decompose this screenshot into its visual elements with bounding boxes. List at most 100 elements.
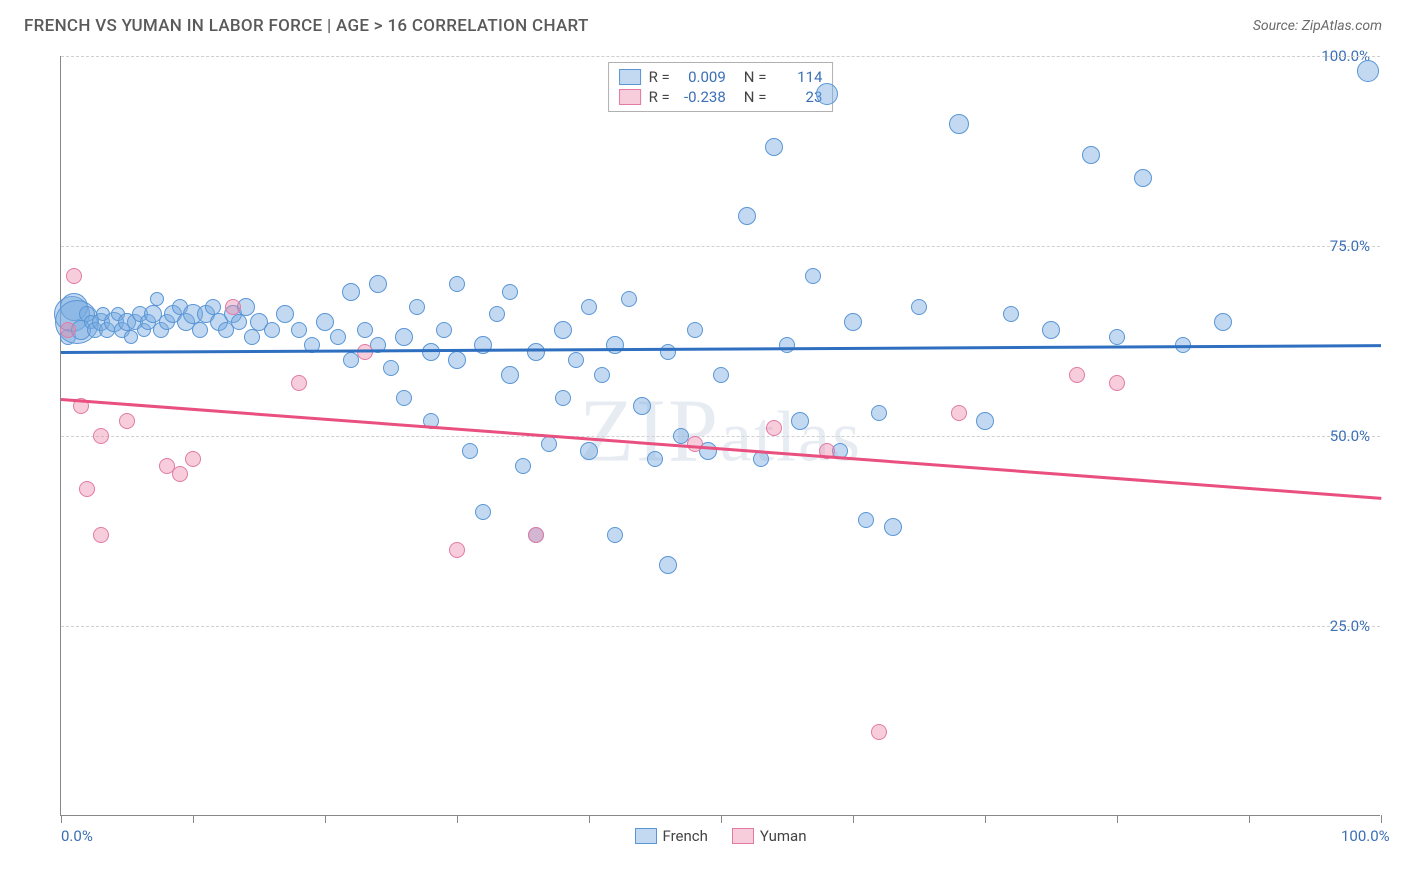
data-point bbox=[844, 313, 862, 331]
data-point bbox=[541, 436, 557, 452]
x-tick-label: 0.0% bbox=[61, 827, 93, 845]
data-point bbox=[951, 405, 967, 421]
gridline bbox=[61, 246, 1380, 247]
data-point bbox=[976, 412, 994, 430]
data-point bbox=[501, 366, 519, 384]
data-point bbox=[1109, 375, 1125, 391]
data-point bbox=[409, 299, 425, 315]
data-point bbox=[687, 436, 703, 452]
legend-swatch bbox=[635, 828, 657, 844]
data-point bbox=[502, 284, 518, 300]
stat-n-value: 114 bbox=[774, 68, 822, 86]
x-tick bbox=[589, 815, 590, 823]
legend-item: Yuman bbox=[732, 827, 807, 845]
data-point bbox=[527, 343, 545, 361]
x-tick bbox=[1117, 815, 1118, 823]
data-point bbox=[489, 306, 505, 322]
data-point bbox=[515, 458, 531, 474]
data-point bbox=[1214, 313, 1232, 331]
data-point bbox=[369, 275, 387, 293]
data-point bbox=[1357, 60, 1379, 82]
data-point bbox=[594, 367, 610, 383]
data-point bbox=[185, 451, 201, 467]
x-tick bbox=[853, 815, 854, 823]
data-point bbox=[244, 329, 260, 345]
data-point bbox=[395, 328, 413, 346]
x-tick bbox=[985, 815, 986, 823]
data-point bbox=[1003, 306, 1019, 322]
data-point bbox=[383, 360, 399, 376]
data-point bbox=[342, 283, 360, 301]
data-point bbox=[580, 442, 598, 460]
data-point bbox=[192, 322, 208, 338]
data-point bbox=[124, 330, 138, 344]
data-point bbox=[766, 420, 782, 436]
data-point bbox=[949, 114, 969, 134]
stat-row: R = 0.009 N = 114 bbox=[609, 67, 833, 87]
data-point bbox=[93, 527, 109, 543]
data-point bbox=[606, 336, 624, 354]
data-point bbox=[119, 413, 135, 429]
x-tick bbox=[1381, 815, 1382, 823]
legend-swatch bbox=[732, 828, 754, 844]
data-point bbox=[172, 466, 188, 482]
data-point bbox=[659, 556, 677, 574]
stat-row: R =-0.238N =23 bbox=[609, 87, 833, 107]
data-point bbox=[264, 322, 280, 338]
legend-swatch bbox=[619, 89, 641, 105]
x-tick bbox=[61, 815, 62, 823]
data-point bbox=[647, 451, 663, 467]
stat-n-label: N = bbox=[744, 68, 767, 86]
data-point bbox=[791, 412, 809, 430]
data-point bbox=[1134, 169, 1152, 187]
data-point bbox=[79, 481, 95, 497]
data-point bbox=[779, 337, 795, 353]
data-point bbox=[231, 314, 247, 330]
data-point bbox=[871, 405, 887, 421]
source-label: Source: ZipAtlas.com bbox=[1253, 18, 1382, 34]
data-point bbox=[449, 276, 465, 292]
x-tick bbox=[1249, 815, 1250, 823]
data-point bbox=[93, 428, 109, 444]
data-point bbox=[462, 443, 478, 459]
data-point bbox=[291, 322, 307, 338]
y-tick-label: 75.0% bbox=[1330, 237, 1370, 255]
data-point bbox=[911, 299, 927, 315]
data-point bbox=[1069, 367, 1085, 383]
legend: French Yuman bbox=[635, 827, 807, 845]
stat-r-value: -0.238 bbox=[678, 88, 726, 106]
data-point bbox=[449, 542, 465, 558]
data-point bbox=[765, 138, 783, 156]
legend-label: French bbox=[663, 827, 708, 845]
stat-r-value: 0.009 bbox=[678, 68, 726, 86]
data-point bbox=[1042, 321, 1060, 339]
data-point bbox=[436, 322, 452, 338]
data-point bbox=[316, 313, 334, 331]
data-point bbox=[276, 305, 294, 323]
y-tick-label: 25.0% bbox=[1330, 617, 1370, 635]
chart-container: In Labor Force | Age > 16 ZIPatlas R =0.… bbox=[50, 56, 1390, 836]
data-point bbox=[738, 207, 756, 225]
legend-swatch bbox=[619, 69, 641, 85]
data-point bbox=[621, 291, 637, 307]
stat-r-label: R = bbox=[649, 68, 670, 86]
data-point bbox=[554, 321, 572, 339]
data-point bbox=[884, 518, 902, 536]
stat-n-label: N = bbox=[744, 88, 767, 106]
gridline bbox=[61, 626, 1380, 627]
x-tick bbox=[193, 815, 194, 823]
x-tick bbox=[721, 815, 722, 823]
data-point bbox=[396, 390, 412, 406]
data-point bbox=[633, 397, 651, 415]
data-point bbox=[687, 322, 703, 338]
stat-r-label: R = bbox=[649, 88, 670, 106]
watermark: ZIPatlas bbox=[579, 379, 862, 482]
data-point bbox=[816, 83, 838, 105]
chart-title: FRENCH VS YUMAN IN LABOR FORCE | AGE > 1… bbox=[24, 16, 589, 36]
data-point bbox=[568, 352, 584, 368]
legend-item: French bbox=[635, 827, 708, 845]
x-tick-label: 100.0% bbox=[1341, 827, 1390, 845]
plot-area: ZIPatlas R =0.009N =114R =-0.238N =23 Fr… bbox=[60, 56, 1380, 816]
data-point bbox=[1082, 146, 1100, 164]
data-point bbox=[330, 329, 346, 345]
